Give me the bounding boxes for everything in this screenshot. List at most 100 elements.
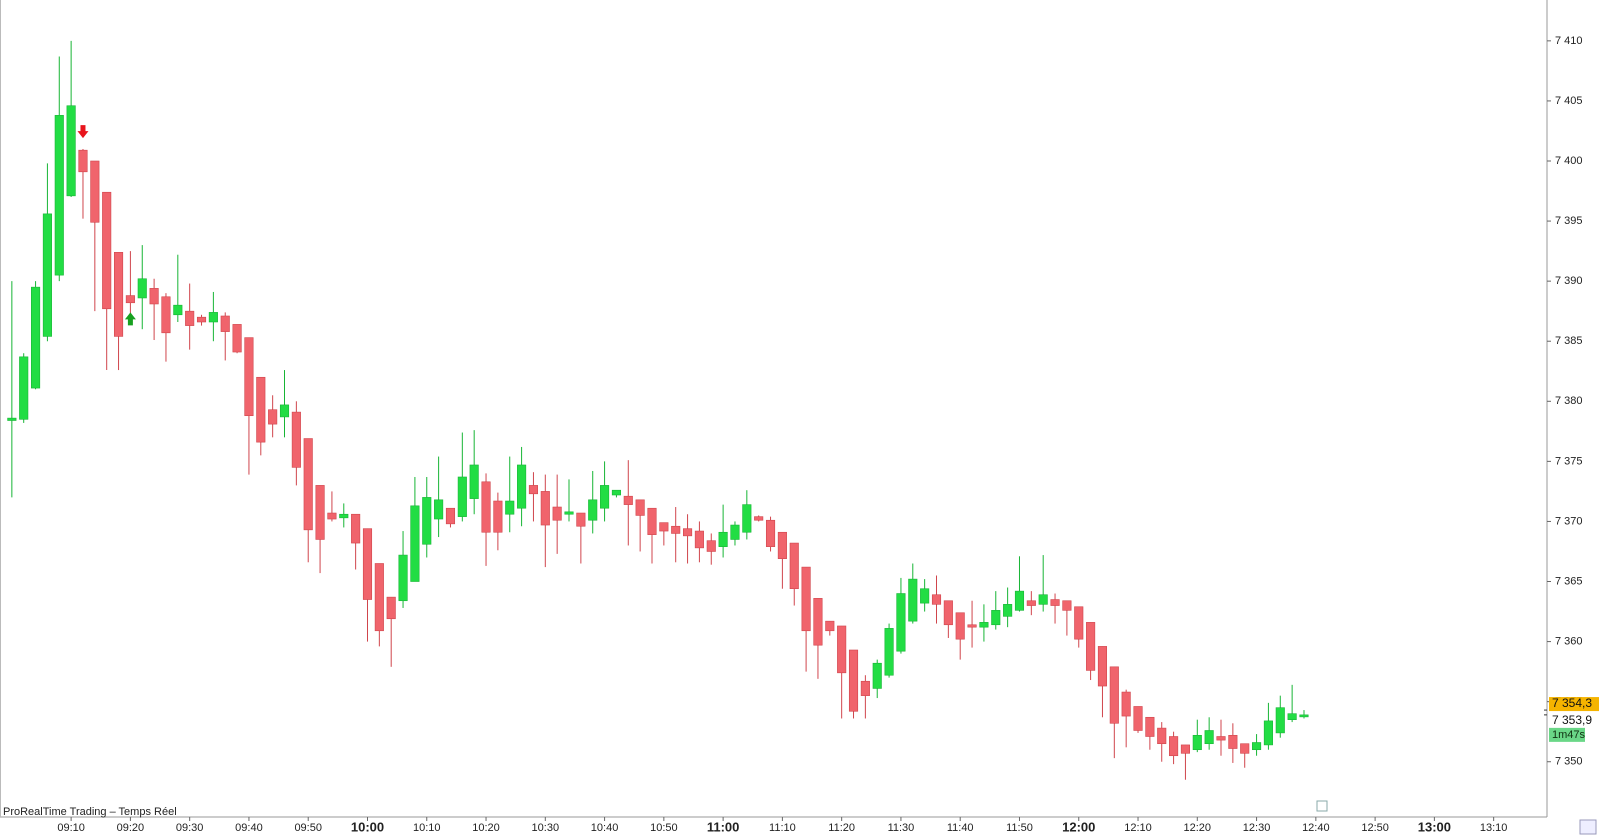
price-label: 7 353,9 [1552, 713, 1592, 727]
candle-body [125, 295, 135, 304]
candle-body [232, 324, 242, 353]
x-tick-label: 10:30 [532, 822, 560, 834]
x-tick-label: 12:10 [1124, 822, 1152, 834]
candle-body [754, 516, 764, 521]
candle-body [623, 495, 633, 505]
candle-body [931, 594, 942, 605]
x-tick-label: 09:20 [117, 822, 145, 834]
candle-body [185, 310, 195, 326]
candle-body [137, 278, 147, 299]
candle-body [943, 600, 953, 626]
candle-body [789, 542, 799, 590]
candle-body [19, 356, 29, 420]
candle-body [90, 160, 100, 223]
candle-body [517, 464, 527, 509]
candle-body [860, 680, 870, 696]
scroll-icon[interactable] [1579, 819, 1597, 835]
y-tick-label: 7 380 [1555, 395, 1583, 407]
candle-body [1062, 600, 1072, 611]
candle-body [113, 252, 124, 337]
timer: 1m47s [1552, 729, 1586, 741]
x-tick-label: 09:10 [57, 822, 85, 834]
x-tick-label: 12:00 [1062, 819, 1095, 834]
candle-body [1145, 716, 1155, 737]
x-tick-label: 12:30 [1243, 822, 1271, 834]
x-tick-label: 11:20 [828, 822, 855, 834]
x-tick-label: 11:10 [769, 822, 796, 834]
candle-body [1133, 706, 1143, 731]
candle-body [1026, 600, 1036, 606]
candle-body [659, 522, 669, 532]
candle-body [528, 485, 538, 495]
candle-body [635, 499, 645, 516]
x-tick-label: 10:00 [351, 819, 384, 834]
candle-body [1263, 720, 1273, 746]
candle-body [979, 622, 989, 628]
candle-body [469, 464, 479, 499]
candle-body [576, 512, 586, 527]
candle-body [410, 505, 420, 582]
candle-body [374, 563, 384, 632]
candle-body [1074, 606, 1084, 640]
candle-body [706, 540, 716, 552]
candle-body [1121, 691, 1131, 717]
candle-body [1097, 646, 1108, 687]
candle-body [78, 149, 88, 173]
candle-body [920, 588, 930, 604]
x-tick-label: 11:00 [707, 819, 740, 834]
candle-body [220, 315, 230, 332]
candle-body [718, 531, 728, 547]
candle-body [445, 507, 456, 525]
candle-body [505, 500, 515, 515]
candle-body [1204, 730, 1214, 745]
candle-body [1216, 736, 1226, 741]
candle-body [339, 513, 349, 519]
y-tick-label: 7 410 [1555, 35, 1583, 47]
candle-body [813, 598, 823, 646]
x-tick-label: 09:30 [176, 822, 204, 834]
candle-body [884, 628, 894, 676]
price-label-box [1549, 697, 1599, 712]
candle-body [1180, 744, 1190, 754]
candle-body [1169, 736, 1179, 757]
candle-body [173, 304, 183, 316]
candle-body [564, 511, 574, 515]
x-tick-label: 10:50 [650, 822, 678, 834]
candle-body [481, 481, 491, 533]
candle-body [1228, 734, 1238, 749]
info-icon[interactable] [1316, 800, 1328, 812]
candle-body [31, 286, 41, 389]
candle-body [1287, 713, 1297, 720]
candle-body [422, 497, 432, 545]
candle-body [1050, 599, 1060, 606]
y-tick-label: 7 350 [1555, 756, 1583, 768]
candle-body [362, 528, 373, 600]
y-tick-label: 7 370 [1555, 515, 1583, 527]
y-tick-label: 7 385 [1555, 335, 1583, 347]
candle-body [825, 620, 835, 632]
y-tick-label: 7 405 [1555, 95, 1583, 107]
candle-body [434, 499, 444, 520]
candle-body [268, 409, 278, 425]
x-tick-label: 10:20 [472, 822, 500, 834]
candle-body [1003, 604, 1013, 617]
candle-body [351, 513, 361, 544]
candle-body [991, 610, 1001, 626]
y-tick-label: 7 360 [1555, 635, 1583, 647]
candle-body [694, 530, 704, 549]
candle-body [256, 376, 266, 443]
candle-body [1252, 742, 1262, 751]
candle-body [540, 491, 550, 526]
x-tick-label: 11:30 [888, 822, 915, 834]
candle-body [671, 525, 681, 534]
y-tick-label: 7 390 [1555, 275, 1583, 287]
candle-body [837, 625, 847, 674]
candle-body [896, 593, 906, 652]
x-tick-label: 09:50 [294, 822, 322, 834]
candle-body [683, 528, 693, 537]
candle-body [1157, 727, 1167, 745]
candle-body [291, 411, 301, 468]
candle-body [955, 612, 965, 640]
